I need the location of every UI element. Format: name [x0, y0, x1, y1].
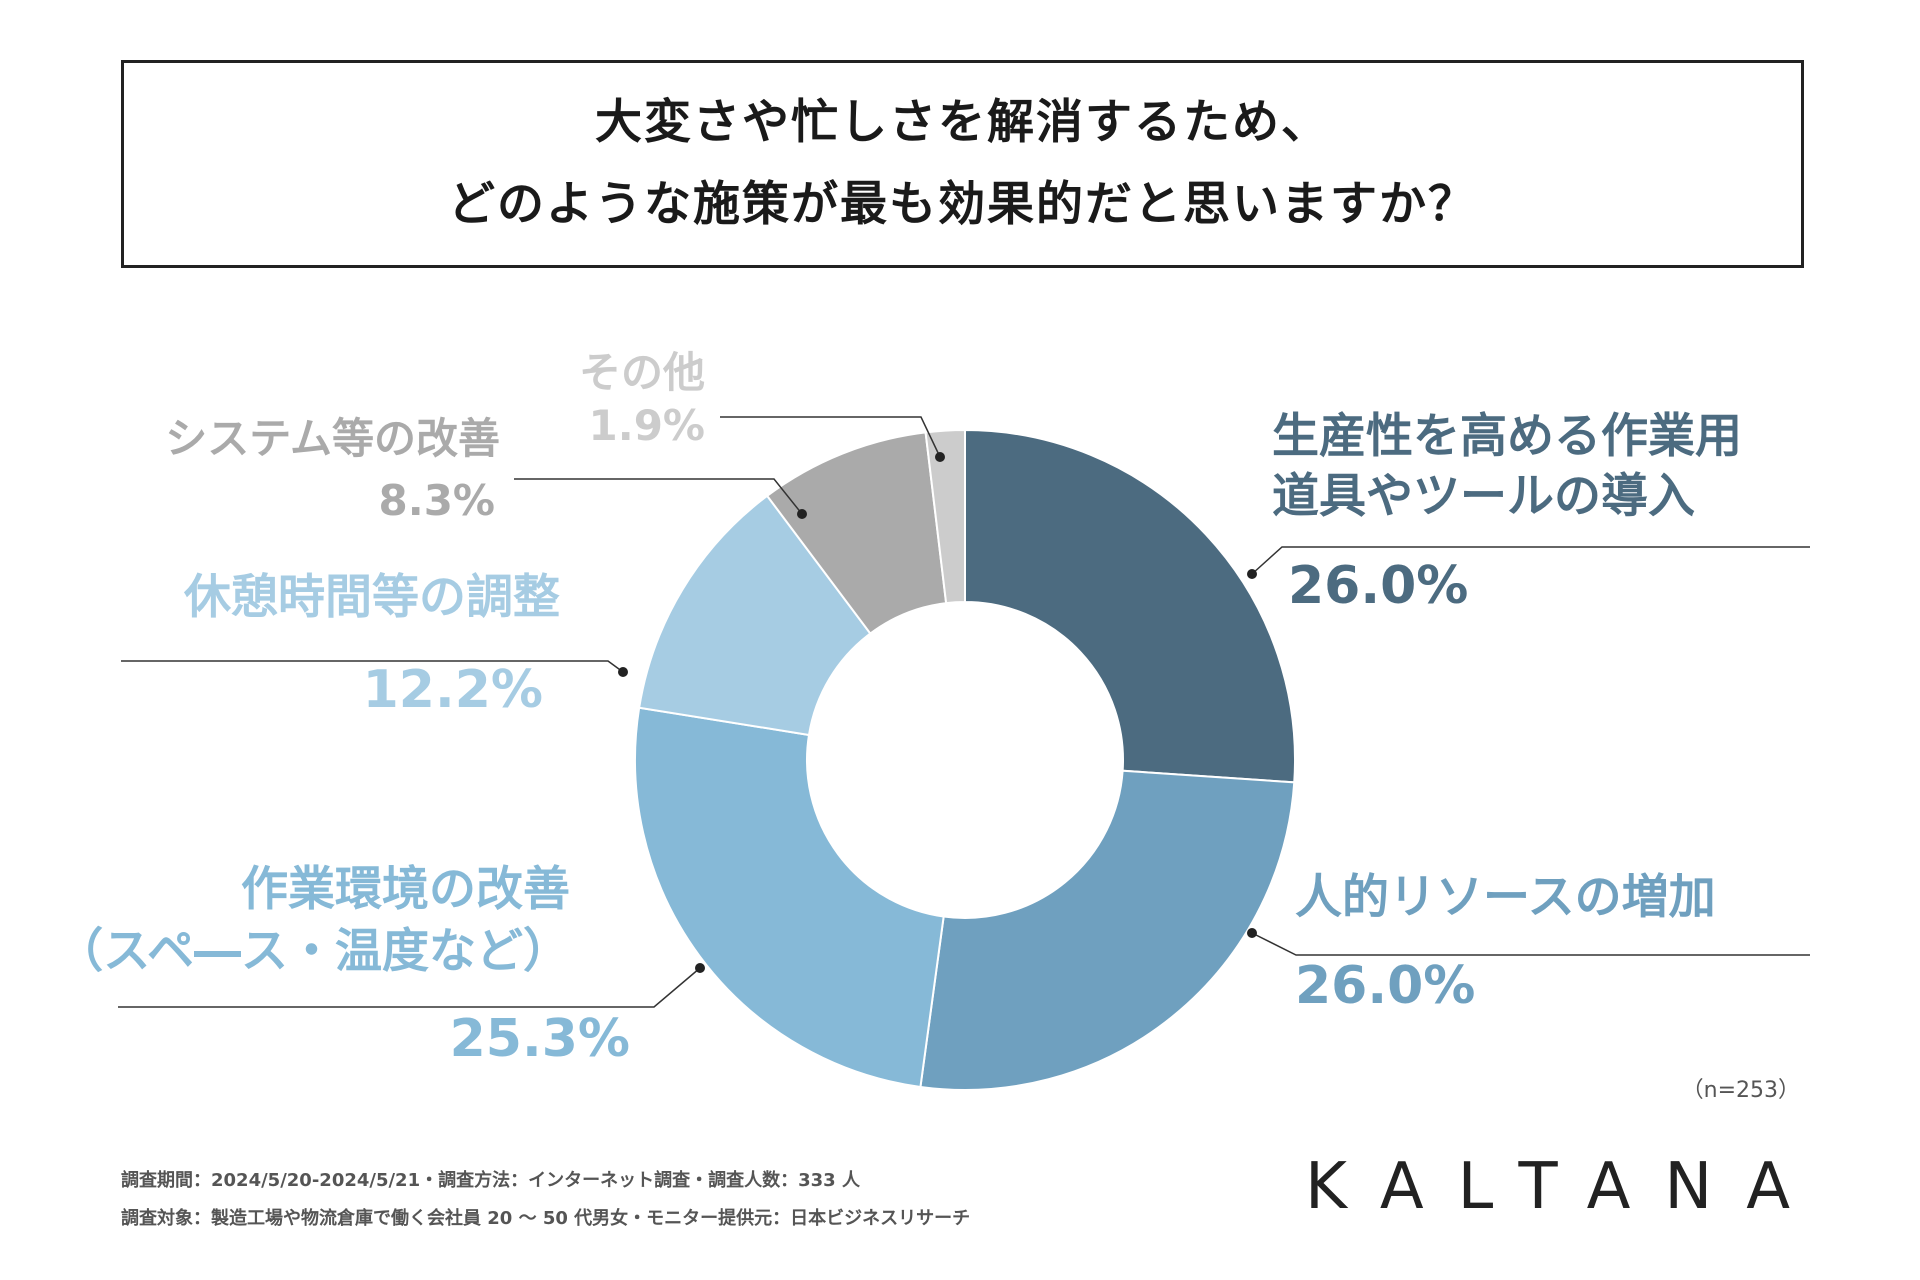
slice-label-5-line-1: システム等の改善 [165, 414, 500, 463]
survey-footnote-2: 調査対象：製造工場や物流倉庫で働く会社員 20 ～ 50 代男女・モニター提供元… [121, 1208, 971, 1229]
donut-slice-6 [924, 428, 966, 605]
chart-title-line-1: 大変さや忙しさを解消するため、 [595, 95, 1330, 150]
donut-slice-2 [919, 769, 1296, 1092]
leader-line-4 [121, 660, 624, 673]
slice-label-4-line-1: 休憩時間等の調整 [183, 570, 560, 625]
leader-dot-3 [695, 963, 705, 973]
donut-slice-1 [964, 428, 1296, 784]
title-box: 大変さや忙しさを解消するため、 どのような施策が最も効果的だと思いますか？ [121, 60, 1804, 268]
leader-line-6 [720, 416, 941, 458]
slice-value-1: 26.0% [1288, 556, 1468, 616]
slice-label-1-line-1: 生産性を高める作業用 [1272, 409, 1742, 464]
leader-dot-5 [797, 509, 807, 519]
slice-label-6-line-1: その他 [579, 348, 705, 397]
donut-slice-3 [634, 706, 945, 1089]
leader-dot-1 [1247, 569, 1257, 579]
slice-value-5: 8.3% [379, 476, 495, 525]
slice-label-2-line-1: 人的リソースの増加 [1295, 870, 1716, 925]
slice-value-6: 1.9% [589, 401, 705, 450]
leader-line-1 [1251, 546, 1810, 575]
leader-line-3 [118, 967, 701, 1008]
leader-line-2 [1251, 932, 1810, 956]
slice-label-1-line-2: 道具やツールの導入 [1272, 469, 1695, 524]
donut-slice-4 [638, 494, 872, 737]
leader-line-5 [514, 478, 803, 515]
leader-dot-2 [1247, 928, 1257, 938]
leader-dot-6 [935, 452, 945, 462]
slice-value-2: 26.0% [1295, 956, 1475, 1016]
leader-dot-4 [618, 667, 628, 677]
kaltana-logo: KALTANA [1305, 1150, 1825, 1224]
slice-label-3-line-2: （スペ―ス・温度など） [56, 924, 570, 979]
chart-title-line-2: どのような施策が最も効果的だと思いますか？ [448, 177, 1477, 232]
slice-value-3: 25.3% [450, 1009, 630, 1069]
sample-size-label: （n=253） [1681, 1078, 1800, 1103]
slice-value-4: 12.2% [363, 660, 543, 720]
survey-footnote-1: 調査期間：2024/5/20-2024/5/21・調査方法：インターネット調査・… [121, 1170, 860, 1191]
slice-label-3-line-1: 作業環境の改善 [241, 862, 570, 917]
